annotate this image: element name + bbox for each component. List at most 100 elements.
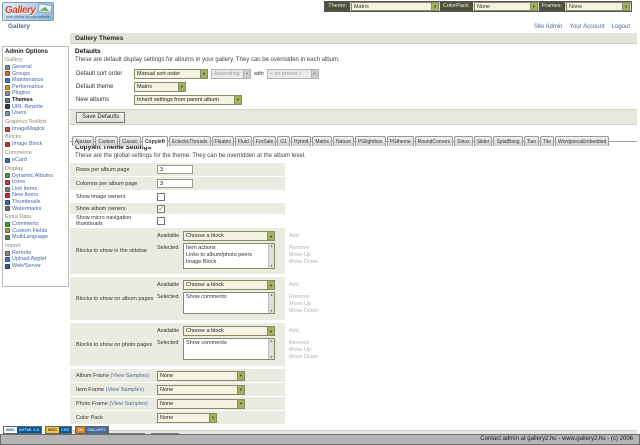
- your-account-link[interactable]: Your Account: [569, 24, 605, 30]
- css-badge[interactable]: W3C CSS: [44, 426, 73, 434]
- sidebar-item-link-items[interactable]: Link Items: [5, 186, 67, 193]
- tab-floatrix[interactable]: Floatrix: [211, 136, 234, 146]
- tab-copyleft[interactable]: Copyleft: [141, 136, 168, 147]
- album-frame-view-samples-link[interactable]: (View Samples): [110, 372, 149, 379]
- tab-forsale[interactable]: ForSale: [252, 136, 277, 146]
- tab-wordpressembedded[interactable]: WordpressEmbedded: [554, 136, 610, 146]
- sidebar-item-new-items[interactable]: New Items: [5, 192, 67, 199]
- gallery-badge[interactable]: G2 GALLERY: [75, 426, 109, 434]
- album-available-select[interactable]: Choose a block: [183, 280, 275, 290]
- new-albums-select[interactable]: Inherit settings from parent album: [134, 94, 242, 105]
- tab-matrix[interactable]: Matrix: [312, 136, 333, 146]
- sidebar-move-down-action[interactable]: Move Down: [289, 259, 319, 265]
- sidebar-item-performance[interactable]: Performance: [5, 84, 67, 91]
- listbox-scrollbar[interactable]: ▲ ▼: [268, 244, 274, 268]
- scroll-down-icon[interactable]: ▼: [269, 309, 274, 313]
- scroll-up-icon[interactable]: ▲: [269, 244, 274, 248]
- sidebar-item-general[interactable]: General: [5, 64, 67, 71]
- listbox-scrollbar[interactable]: ▲ ▼: [268, 339, 274, 359]
- xhtml-badge[interactable]: W3C XHTML 1.0: [3, 426, 42, 434]
- colorpack-select[interactable]: None: [473, 2, 538, 11]
- tab-ajaxian[interactable]: Ajaxian: [72, 136, 95, 146]
- breadcrumb[interactable]: Gallery: [8, 23, 31, 30]
- sidebar-item-plugins[interactable]: Plugins: [5, 90, 67, 97]
- tab-carbon[interactable]: Carbon: [95, 136, 118, 146]
- tab-tile[interactable]: Tile: [540, 136, 554, 146]
- scroll-up-icon[interactable]: ▲: [269, 293, 274, 297]
- tab-pgtheme[interactable]: PGtheme: [386, 136, 414, 146]
- tab-g1[interactable]: G1: [277, 136, 290, 146]
- sidebar-item-ecard[interactable]: eCard: [5, 157, 67, 164]
- tab-slider[interactable]: Slider: [473, 136, 493, 146]
- listbox-scrollbar[interactable]: ▲ ▼: [268, 293, 274, 313]
- tab-hybrid[interactable]: Hybrid: [290, 136, 312, 146]
- site-admin-link[interactable]: Site Admin: [533, 24, 563, 30]
- list-item[interactable]: Image Block: [186, 258, 217, 265]
- tab-fluid[interactable]: Fluid: [234, 136, 252, 146]
- sidebar-item-groups[interactable]: Groups: [5, 71, 67, 78]
- sidebar-item-dynamic-albums[interactable]: Dynamic Albums: [5, 173, 67, 180]
- sidebar-item-custom-fields[interactable]: Custom Fields: [5, 228, 67, 235]
- sidebar-available-select[interactable]: Choose a block: [183, 231, 275, 241]
- scroll-down-icon[interactable]: ▼: [269, 264, 274, 268]
- list-item[interactable]: Item actions: [186, 245, 216, 251]
- sidebar-add-action[interactable]: Add: [289, 233, 299, 239]
- photo-frame-select[interactable]: None: [157, 398, 245, 409]
- sidebar-item-imagemagick[interactable]: ImageMagick: [5, 126, 67, 133]
- tab-classic[interactable]: Classic: [118, 136, 141, 146]
- photo-move-up-action[interactable]: Move Up: [289, 347, 312, 353]
- scroll-up-icon[interactable]: ▲: [269, 339, 274, 343]
- photo-remove-action[interactable]: Remove: [289, 340, 310, 346]
- show-image-owners-checkbox[interactable]: [157, 192, 165, 201]
- item-frame-view-samples-link[interactable]: (View Samples): [105, 386, 145, 393]
- show-album-owners-checkbox[interactable]: ✓: [157, 204, 165, 213]
- photo-available-select[interactable]: Choose a block: [183, 326, 275, 336]
- sidebar-item-watermarks[interactable]: Watermarks: [5, 206, 67, 213]
- logout-link[interactable]: Logout: [611, 24, 630, 30]
- sidebar-selected-listbox[interactable]: Item actions Links to album/photo peers …: [183, 243, 275, 269]
- album-move-up-action[interactable]: Move Up: [289, 301, 312, 307]
- sidebar-item-maintenance[interactable]: Maintenance: [5, 77, 67, 84]
- tab-siriux[interactable]: Siriux: [454, 136, 473, 146]
- album-add-action[interactable]: Add: [289, 282, 299, 288]
- sidebar-item-themes[interactable]: Themes: [5, 97, 67, 104]
- sidebar-item-comments[interactable]: Comments: [5, 221, 67, 228]
- list-item[interactable]: Show comments: [186, 340, 227, 346]
- default-sort-order-select[interactable]: Manual sort order: [134, 68, 208, 79]
- scroll-down-icon[interactable]: ▼: [269, 355, 274, 359]
- show-micro-nav-checkbox[interactable]: [157, 216, 165, 225]
- photo-move-down-action[interactable]: Move Down: [289, 354, 319, 360]
- album-frame-select[interactable]: None: [157, 370, 245, 381]
- tab-tian[interactable]: Tian: [523, 136, 540, 146]
- list-item[interactable]: Show comments: [186, 294, 227, 300]
- item-frame-select[interactable]: None: [157, 384, 245, 395]
- sidebar-item-thumbnails[interactable]: Thumbnails: [5, 199, 67, 206]
- album-move-down-action[interactable]: Move Down: [289, 308, 319, 314]
- default-theme-select[interactable]: Matrix: [134, 81, 186, 92]
- sidebar-item-multilanguage[interactable]: MultiLanguage: [5, 234, 67, 241]
- tab-roundcorners[interactable]: RoundCorners: [414, 136, 454, 146]
- columns-per-page-input[interactable]: [157, 179, 193, 188]
- tab-eclecticthreads[interactable]: EclecticThreads: [168, 136, 211, 146]
- tab-nature[interactable]: Nature: [333, 136, 355, 146]
- album-remove-action[interactable]: Remove: [289, 294, 310, 300]
- theme-select[interactable]: Matrix: [350, 2, 439, 11]
- sidebar-item-users[interactable]: Users: [5, 110, 67, 117]
- sidebar-move-up-action[interactable]: Move Up: [289, 252, 312, 258]
- sidebar-item-remote[interactable]: Remote: [5, 250, 67, 257]
- rows-per-page-input[interactable]: [157, 165, 193, 174]
- sidebar-item-url-rewrite[interactable]: URL Rewrite: [5, 104, 67, 111]
- gallery-logo[interactable]: Gallery your photos on your website: [2, 2, 54, 21]
- sidebar-item-web-server[interactable]: Web/Server: [5, 263, 67, 270]
- photo-add-action[interactable]: Add: [289, 328, 299, 334]
- tab-splatbang[interactable]: SplatBang: [493, 136, 523, 146]
- frames-select[interactable]: None: [566, 2, 630, 11]
- sidebar-item-upload-applet[interactable]: Upload Applet: [5, 256, 67, 263]
- sidebar-item-image-block[interactable]: Image Block: [5, 141, 67, 148]
- list-item[interactable]: Links to album/photo peers: [186, 251, 253, 258]
- album-selected-listbox[interactable]: Show comments ▲ ▼: [183, 292, 275, 314]
- photo-frame-view-samples-link[interactable]: (View Samples): [109, 400, 148, 407]
- sidebar-remove-action[interactable]: Remove: [289, 245, 310, 251]
- photo-selected-listbox[interactable]: Show comments ▲ ▼: [183, 338, 275, 360]
- color-pack-select[interactable]: None: [157, 412, 217, 423]
